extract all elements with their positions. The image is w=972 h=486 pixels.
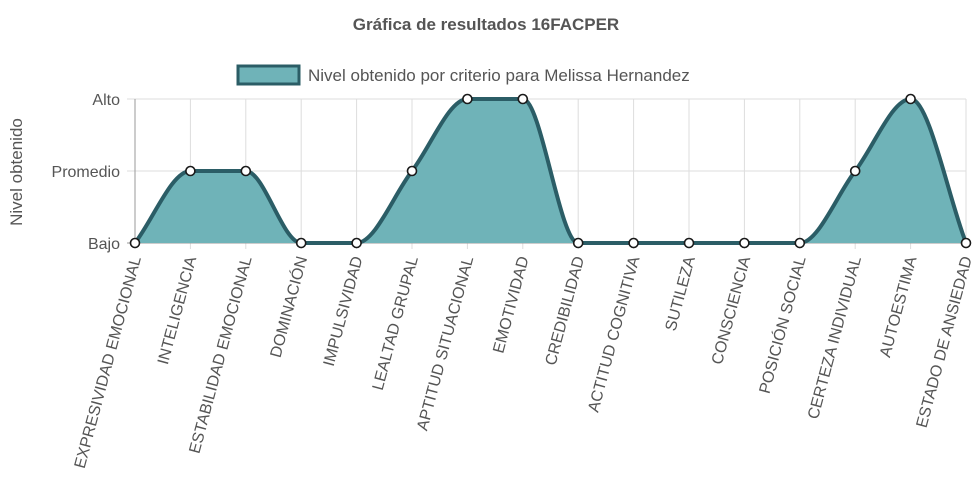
series-line bbox=[133, 97, 968, 245]
data-point[interactable] bbox=[794, 237, 806, 249]
y-axis-ticks: Bajo Promedio Alto bbox=[52, 92, 121, 253]
x-axis-ticks: EXPRESIVIDAD EMOCIONAL INTELIGENCIAESTABI… bbox=[72, 254, 972, 470]
data-point[interactable] bbox=[129, 237, 141, 249]
x-tick-label: CERTEZA INDIVIDUAL bbox=[805, 255, 865, 422]
x-tick-label: SUTILEZA bbox=[663, 254, 699, 333]
data-points bbox=[129, 93, 972, 249]
x-tick-label: POSICIÓN SOCIAL bbox=[755, 254, 810, 396]
x-tick-label: APTITUD SITUACIONAL bbox=[414, 255, 477, 433]
legend-swatch bbox=[236, 64, 301, 86]
data-point[interactable] bbox=[240, 165, 252, 177]
data-point[interactable] bbox=[849, 165, 861, 177]
x-tick-label: CONSCIENCIA bbox=[709, 254, 754, 366]
data-point[interactable] bbox=[185, 165, 196, 177]
data-point[interactable] bbox=[462, 93, 473, 105]
y-tick-label: Bajo bbox=[88, 236, 120, 253]
x-tick-label: AUTOESTIMA bbox=[877, 254, 920, 359]
data-point[interactable] bbox=[683, 237, 695, 249]
x-tick-label: ESTADO DE ANSIEDAD bbox=[914, 255, 972, 430]
data-point[interactable] bbox=[960, 237, 972, 249]
data-point[interactable] bbox=[572, 237, 584, 249]
data-point[interactable] bbox=[628, 237, 639, 249]
x-tick-label: CREDIBILIDAD bbox=[543, 255, 588, 368]
data-point[interactable] bbox=[905, 93, 916, 105]
data-point[interactable] bbox=[406, 165, 418, 177]
x-tick-label: EMOTIVIDAD bbox=[490, 255, 532, 356]
x-tick-label: LEALTAD GRUPAL bbox=[370, 255, 422, 393]
chart-title: Gráfica de resultados 16FACPER bbox=[353, 15, 619, 34]
x-tick-label: ACTITUD COGNITIVA bbox=[585, 254, 643, 414]
data-point[interactable] bbox=[295, 237, 307, 249]
x-tick-label: EXPRESIVIDAD EMOCIONAL bbox=[72, 255, 145, 471]
series-area bbox=[133, 97, 968, 245]
x-tick-label: INTELIGENCIA bbox=[155, 254, 200, 366]
y-tick-label: Alto bbox=[92, 92, 120, 109]
y-axis-title: Nivel obtenido bbox=[7, 118, 26, 226]
data-point[interactable] bbox=[739, 237, 750, 249]
legend-label: Nivel obtenido por criterio para Melissa… bbox=[308, 66, 690, 85]
x-tick-label: DOMINACIÓN bbox=[266, 254, 311, 359]
legend[interactable]: Nivel obtenido por criterio para Melissa… bbox=[236, 64, 690, 86]
data-point[interactable] bbox=[351, 237, 362, 249]
x-tick-label: ESTABILIDAD EMOCIONAL bbox=[187, 255, 256, 456]
y-tick-label: Promedio bbox=[52, 164, 121, 181]
data-point[interactable] bbox=[517, 93, 529, 105]
x-tick-label: IMPULSIVIDAD bbox=[321, 255, 367, 368]
